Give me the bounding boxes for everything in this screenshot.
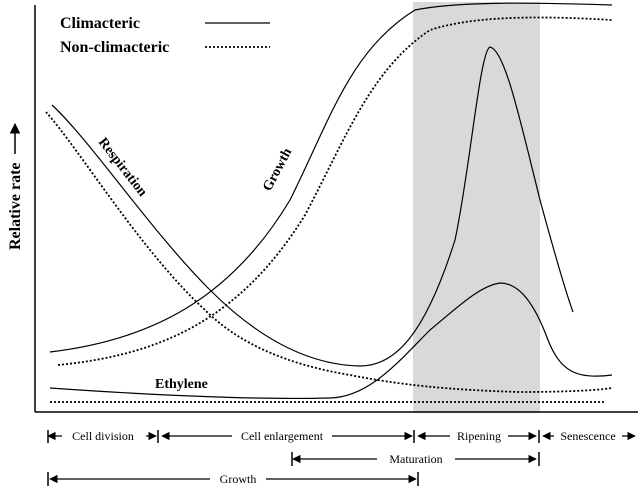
legend-climacteric-label: Climacteric <box>60 15 140 32</box>
maturation-label-bg <box>377 451 455 466</box>
growth-climacteric-curve <box>49 2 613 353</box>
senescence-label: Senescence <box>560 429 615 443</box>
stage-row-2: Maturation <box>291 451 540 466</box>
y-axis-title: Relative rate <box>7 122 24 250</box>
respiration-climacteric-curve <box>51 46 574 367</box>
senescence-label-bg <box>554 428 622 443</box>
growth-label: Growth <box>260 146 295 194</box>
growth-stage-label-bg <box>210 471 266 486</box>
cell-enlargement-label-bg <box>232 428 332 443</box>
ripening-label-bg <box>450 428 508 443</box>
maturation-label: Maturation <box>389 452 442 466</box>
cell-division-label: Cell division <box>72 429 134 443</box>
cell-division-label-bg <box>62 428 146 443</box>
y-axis-label: Relative rate <box>7 162 24 250</box>
stage-row-3: Growth <box>47 471 419 486</box>
respiration-label: Respiration <box>95 135 150 200</box>
ripening-label: Ripening <box>457 429 501 443</box>
respiration-non-climacteric-curve <box>45 111 613 393</box>
growth-non-climacteric-curve <box>57 16 613 366</box>
legend-non-climacteric-label: Non-climacteric <box>60 39 169 56</box>
stage-row-1: Cell division Cell enlargement Ripening … <box>47 428 636 443</box>
growth-stage-label: Growth <box>220 472 257 486</box>
ripening-shaded-region <box>413 2 540 413</box>
ethylene-label: Ethylene <box>155 377 208 392</box>
cell-enlargement-label: Cell enlargement <box>241 429 324 443</box>
ethylene-climacteric-curve <box>49 282 613 400</box>
